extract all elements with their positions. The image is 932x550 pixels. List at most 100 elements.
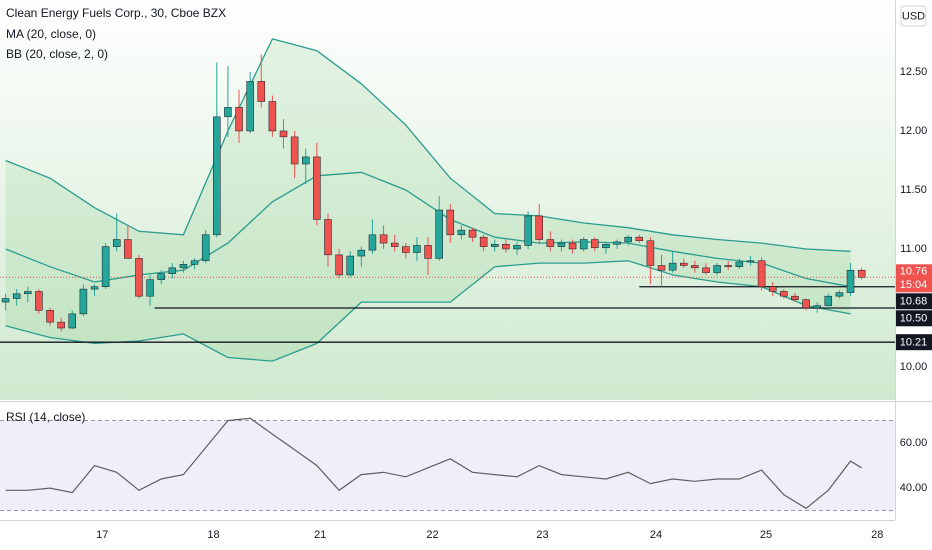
candle-body <box>12 293 21 299</box>
y-tick-label: 11.50 <box>900 184 927 196</box>
candle-body <box>657 265 666 271</box>
candle-body <box>668 262 677 271</box>
candle-body <box>791 295 799 300</box>
candle-body <box>213 116 221 236</box>
candle-body <box>435 209 443 259</box>
symbol-title: Clean Energy Fuels Corp., 30, Cboe BZX <box>6 6 226 20</box>
candle-body <box>413 245 421 253</box>
band-lower <box>5 260 851 362</box>
candle-body <box>135 258 143 297</box>
y-tick-label: 11.00 <box>900 243 927 255</box>
band-upper <box>5 38 851 252</box>
candle-body <box>724 265 732 267</box>
candle-body <box>846 269 855 293</box>
candle-body <box>68 313 77 329</box>
rsi-line <box>5 417 862 510</box>
candle-body <box>635 236 644 241</box>
rsi-title: RSI (14, close) <box>6 410 85 424</box>
candle-body <box>90 286 99 290</box>
candle-body <box>146 279 154 297</box>
candle-body <box>257 81 266 102</box>
candle-body <box>824 295 833 306</box>
candle-body <box>491 243 499 247</box>
candle-body <box>35 291 43 311</box>
x-tick-label: 22 <box>426 529 438 541</box>
x-tick-label: 17 <box>96 529 108 541</box>
candle-body <box>79 288 88 315</box>
main-pane <box>0 0 895 400</box>
last-price-label: 10.76 <box>900 266 928 278</box>
candle-body <box>402 246 410 253</box>
hline-label-box <box>896 310 932 327</box>
candle-body <box>768 286 777 292</box>
candle-body <box>479 236 488 247</box>
indicator-label: BB (20, close, 2, 0) <box>6 47 108 61</box>
candle-body <box>513 245 521 250</box>
x-tick-label: 21 <box>314 529 326 541</box>
candle-body <box>735 261 744 267</box>
candle-body <box>446 209 455 236</box>
hline-label-box <box>896 334 932 351</box>
currency-box[interactable] <box>900 5 927 27</box>
candle-body <box>179 264 188 269</box>
x-tick-label: 18 <box>207 529 219 541</box>
candle-body <box>1 298 10 303</box>
candle-body <box>835 292 844 297</box>
candle-body <box>290 136 299 165</box>
candle-body <box>802 299 810 309</box>
rsi-y-tick-label: 60.00 <box>900 437 928 449</box>
countdown-label: 15:04 <box>900 279 928 291</box>
candle-body <box>57 321 65 329</box>
candle-body <box>624 236 632 243</box>
candle-body <box>168 267 177 274</box>
candle-body <box>324 219 332 256</box>
candle-body <box>301 156 310 165</box>
candle-body <box>535 215 543 240</box>
x-tick-label: 25 <box>760 529 772 541</box>
candle-body <box>813 305 821 309</box>
candle-body <box>157 273 165 280</box>
candle-body <box>268 101 277 132</box>
candle-body <box>568 242 577 250</box>
candle-body <box>702 267 710 273</box>
candle-body <box>112 239 121 247</box>
candle-body <box>713 265 721 273</box>
candle-body <box>691 265 699 269</box>
candle-body <box>591 239 599 249</box>
candle-body <box>424 245 432 259</box>
candle-body <box>390 242 399 247</box>
candle-body <box>457 229 466 236</box>
x-tick-label: 28 <box>871 529 883 541</box>
candle-body <box>124 239 132 259</box>
candle-body <box>524 215 532 246</box>
candle-body <box>313 156 321 220</box>
band-basis <box>5 171 851 288</box>
candle-body <box>246 81 254 132</box>
candle-body <box>190 260 199 265</box>
x-tick-label: 23 <box>536 529 548 541</box>
candle-body <box>757 260 766 287</box>
rsi-y-tick-label: 40.00 <box>900 482 928 494</box>
candle-body <box>46 310 54 323</box>
candle-body <box>557 242 566 247</box>
rsi-band <box>0 420 895 511</box>
candle-body <box>646 240 655 266</box>
band-fill <box>5 38 851 362</box>
candle-body <box>746 260 755 263</box>
currency[interactable]: USD <box>902 10 925 22</box>
candle-body <box>546 239 555 247</box>
hline-label-box <box>896 293 932 310</box>
candle-body <box>279 130 288 138</box>
candle-body <box>579 239 588 250</box>
candle-body <box>235 107 243 132</box>
candle-body <box>101 246 110 287</box>
last-price-box <box>896 264 932 293</box>
candle-body <box>368 234 377 251</box>
y-tick-label: 10.00 <box>900 361 928 373</box>
candle-body <box>502 243 510 250</box>
candle-body <box>346 255 354 276</box>
candle-body <box>201 234 210 262</box>
hline-label: 10.68 <box>900 296 928 308</box>
hline-label: 10.50 <box>900 313 928 325</box>
